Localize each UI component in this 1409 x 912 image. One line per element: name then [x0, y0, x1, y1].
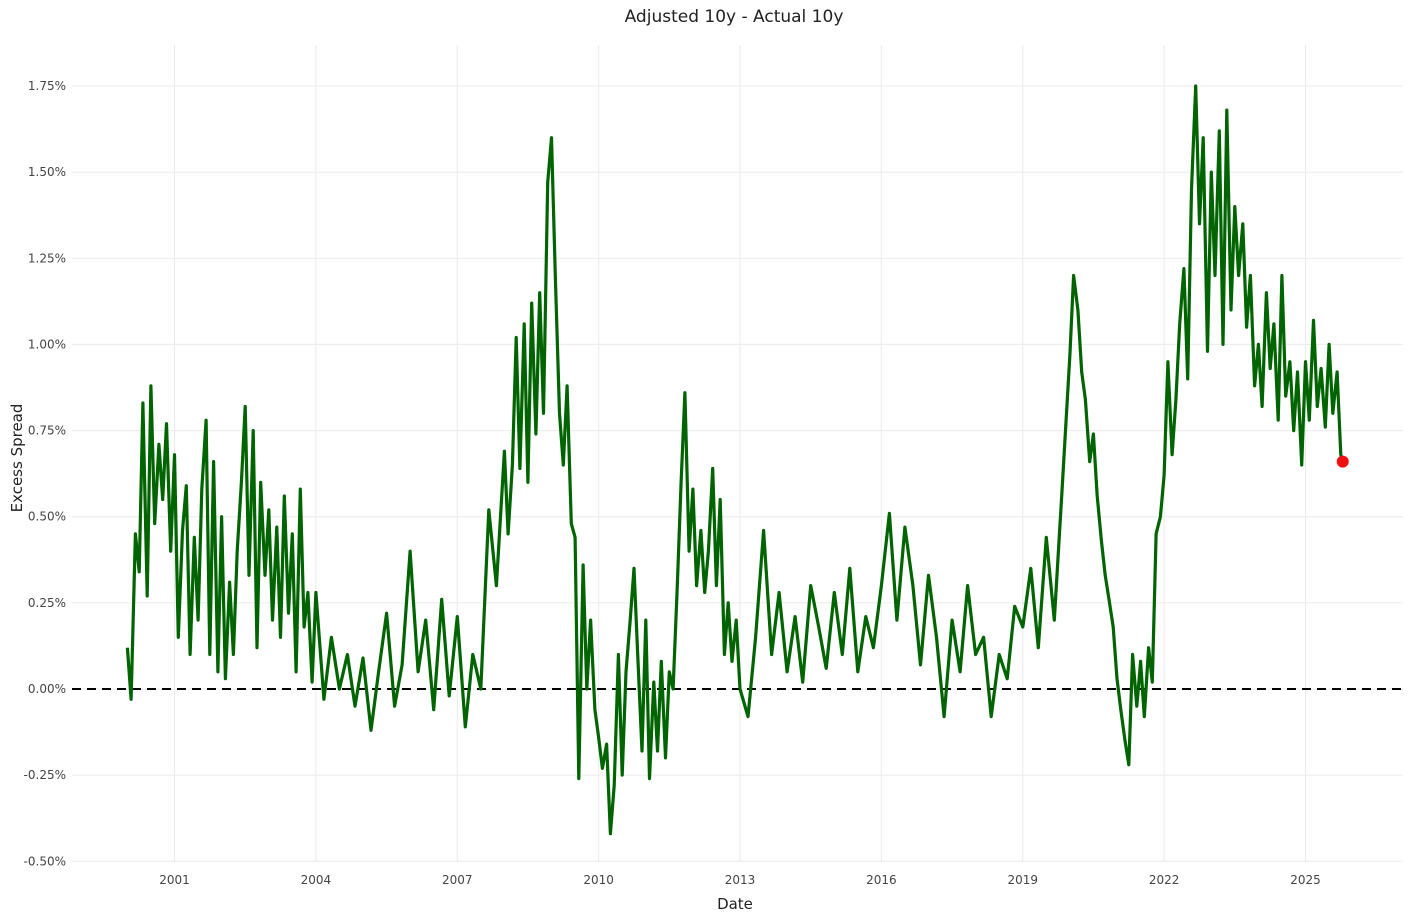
x-tick-label: 2010 — [583, 873, 614, 887]
y-tick-label: 1.50% — [28, 165, 66, 179]
x-tick-label: 2016 — [866, 873, 897, 887]
y-tick-label: 0.25% — [28, 596, 66, 610]
y-tick-label: -0.50% — [24, 854, 66, 868]
latest-value-point — [1336, 455, 1349, 468]
x-tick-label: 2004 — [301, 873, 332, 887]
y-axis-ticks: -0.50% -0.25% 0.00% 0.25% 0.50% 0.75% 1.00% 1.2… — [24, 79, 66, 868]
y-tick-label: -0.25% — [24, 768, 66, 782]
x-tick-label: 2013 — [725, 873, 756, 887]
y-tick-label: 1.25% — [28, 251, 66, 265]
x-tick-label: 2025 — [1290, 873, 1321, 887]
y-tick-label: 1.00% — [28, 337, 66, 351]
x-axis-title: Date — [717, 895, 753, 912]
y-tick-label: 1.75% — [28, 79, 66, 93]
x-tick-label: 2019 — [1007, 873, 1038, 887]
x-tick-label: 2022 — [1149, 873, 1180, 887]
excess-spread-line — [125, 84, 1345, 836]
x-tick-label: 2007 — [442, 873, 473, 887]
chart-title: Adjusted 10y - Actual 10y — [625, 7, 844, 27]
y-tick-label: 0.50% — [28, 510, 66, 524]
y-tick-label: 0.75% — [28, 424, 66, 438]
x-axis-ticks: 2001 2004 2007 2010 2013 2016 2019 2022 2025 — [159, 873, 1321, 887]
y-tick-label: 0.00% — [28, 682, 66, 696]
highlight-point-group — [1336, 455, 1349, 468]
series-line-group — [125, 84, 1345, 836]
y-axis-title: Excess Spread — [8, 404, 26, 513]
x-tick-label: 2001 — [159, 873, 190, 887]
